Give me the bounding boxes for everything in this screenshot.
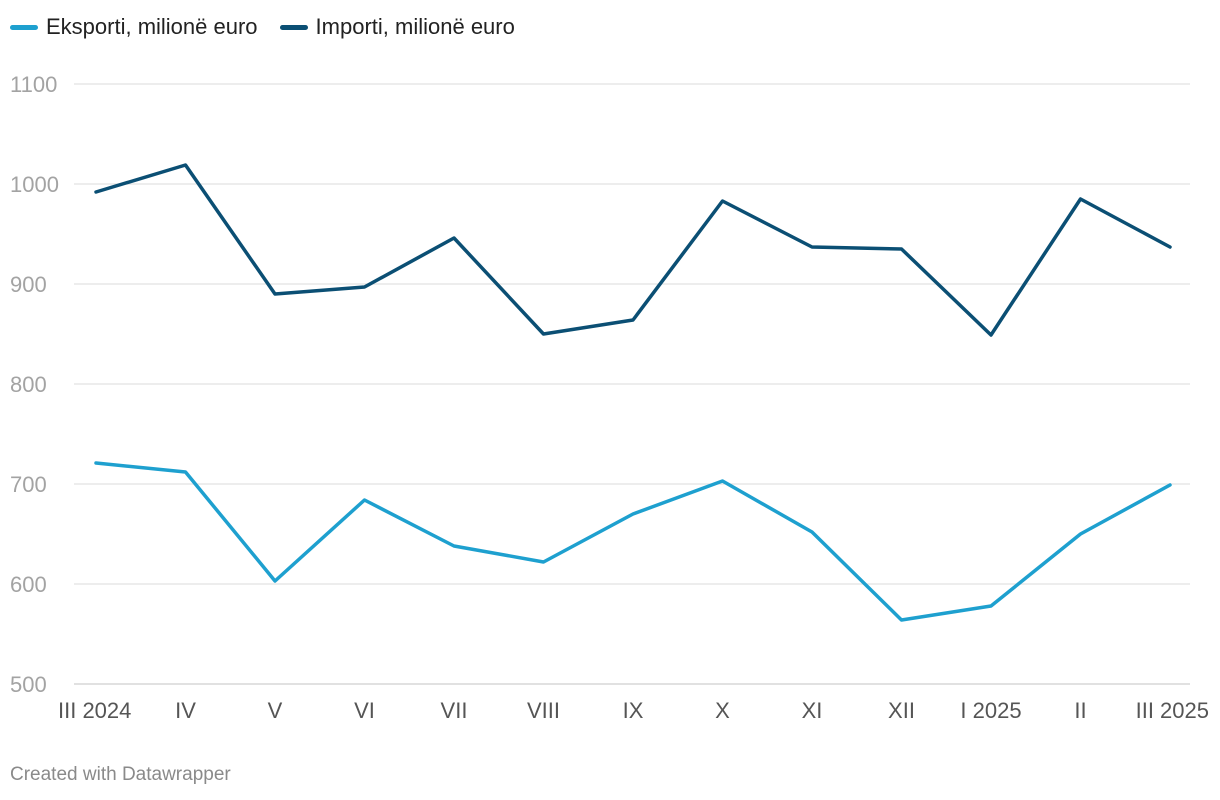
x-tick-label-7: X xyxy=(715,698,730,723)
legend-item-imports: Importi, milionë euro xyxy=(279,14,515,40)
x-tick-label-1: IV xyxy=(175,698,196,723)
series-line-imports xyxy=(94,163,1172,337)
legend-swatch-exports xyxy=(10,24,38,30)
x-tick-label-10: I 2025 xyxy=(960,698,1021,723)
x-tick-label-8: XI xyxy=(802,698,823,723)
chart-legend: Eksporti, milionë euro Importi, milionë … xyxy=(10,14,515,40)
x-tick-label-0: III 2024 xyxy=(58,698,131,723)
y-tick-label-1100: 1100 xyxy=(10,72,57,97)
x-tick-label-5: VIII xyxy=(527,698,560,723)
y-tick-label-600: 600 xyxy=(10,572,47,597)
y-tick-label-700: 700 xyxy=(10,472,47,497)
y-tick-label-500: 500 xyxy=(10,672,47,697)
series-lines xyxy=(94,163,1172,622)
y-tick-label-800: 800 xyxy=(10,372,47,397)
y-tick-label-900: 900 xyxy=(10,272,47,297)
x-tick-label-9: XII xyxy=(888,698,915,723)
legend-item-exports: Eksporti, milionë euro xyxy=(10,14,258,40)
legend-label-exports: Eksporti, milionë euro xyxy=(46,14,258,39)
footer-credit: Created with Datawrapper xyxy=(10,764,231,785)
y-tick-label-1000: 1000 xyxy=(10,172,59,197)
x-tick-label-3: VI xyxy=(354,698,375,723)
x-axis: III 2024 IV V VI VII VIII IX X XI XII I 2025 II III … xyxy=(58,698,1209,723)
x-tick-label-4: VII xyxy=(441,698,468,723)
gridlines xyxy=(74,83,1190,685)
x-tick-label-11: II xyxy=(1074,698,1086,723)
y-axis: 500 600 700 800 900 1000 1100 xyxy=(10,72,59,697)
x-tick-label-2: V xyxy=(268,698,283,723)
x-tick-label-12: III 2025 xyxy=(1136,698,1209,723)
legend-label-imports: Importi, milionë euro xyxy=(315,14,515,39)
series-line-exports xyxy=(94,461,1172,622)
x-tick-label-6: IX xyxy=(623,698,644,723)
legend-swatch-imports xyxy=(279,24,308,30)
line-chart: 500 600 700 800 900 1000 1100 III 2024 IV V VI VII… xyxy=(10,72,1209,723)
